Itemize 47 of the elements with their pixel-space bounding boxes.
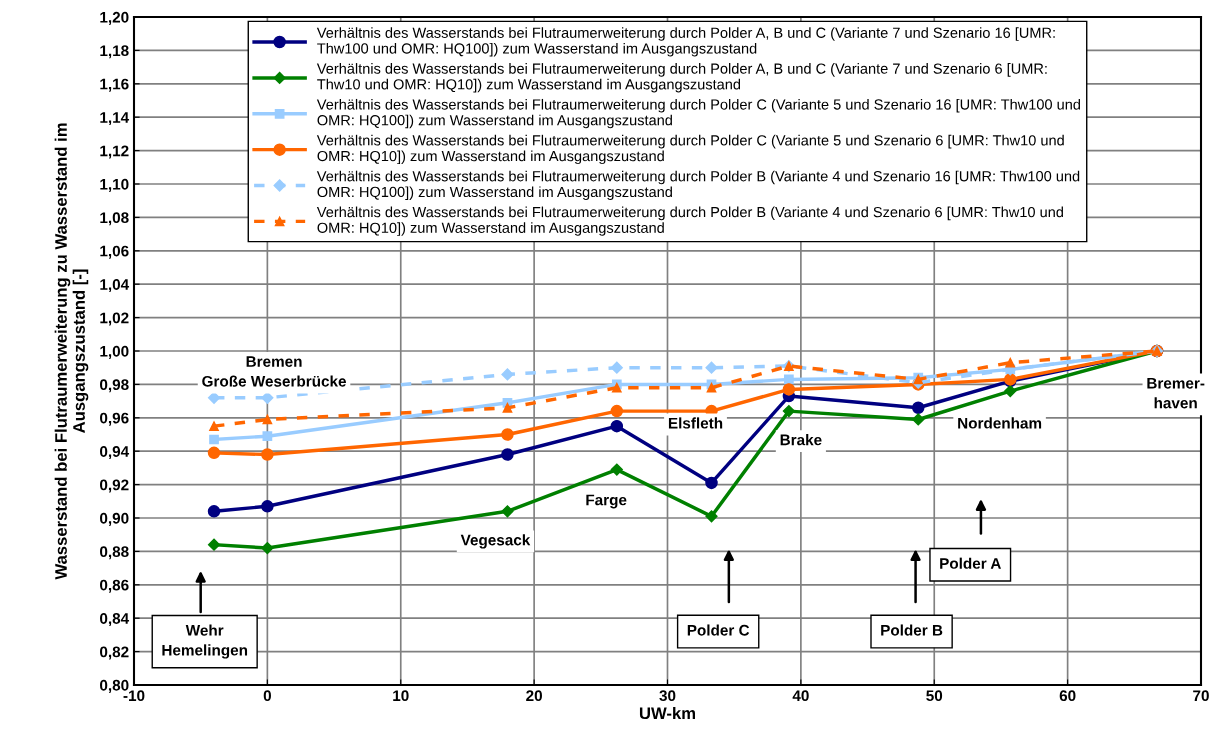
x-tick-label: 20 xyxy=(526,690,542,702)
annotation: Polder C xyxy=(687,624,750,636)
annotation: Wehr Hemelingen xyxy=(162,624,248,659)
y-tick-label: 1,16 xyxy=(100,78,129,92)
legend-label: Verhältnis des Wasserstands bei Flutraumerweiterung durch Polder A, B und C (Variante 7 und Szenario 16 [UMR: Thw100 und OMR: HQ100]) zum Wasserstand im Ausgangszustand xyxy=(316,27,1055,57)
y-tick-label: 1,02 xyxy=(100,312,129,326)
y-tick-label: 0,88 xyxy=(100,546,129,560)
y-tick-label: 1,04 xyxy=(100,279,130,293)
legend-label: Verhältnis des Wasserstands bei Flutraumerweiterung durch Polder B (Variante 4 und Szenario 16 [UMR: Thw100 und OMR: HQ100]) zum Wasserstand im Ausgangszustand xyxy=(316,170,1080,200)
x-tick-label: 30 xyxy=(659,690,676,702)
annotation: Polder A xyxy=(940,557,1001,569)
y-tick-label: 1,10 xyxy=(100,178,129,192)
annotation: Vegesack xyxy=(460,534,531,549)
x-tick-label: 60 xyxy=(1059,690,1076,702)
x-tick-label: 70 xyxy=(1193,690,1209,702)
x-tick-label: 50 xyxy=(926,690,943,702)
annotation: Bremen Große Weserbrücke xyxy=(202,356,346,387)
y-axis-title: Wasserstand bei Flutraumerweiterung zu Wasserstand im Ausgangszustand [-] xyxy=(54,123,89,580)
annotation: Bremer- haven xyxy=(1147,377,1205,409)
x-tick-label: 40 xyxy=(792,690,809,702)
y-tick-label: 1,20 xyxy=(100,11,129,25)
x-tick-label: 0 xyxy=(263,690,271,702)
x-axis-title: UW-km xyxy=(639,706,695,720)
y-tick-label: 1,06 xyxy=(100,245,129,259)
y-tick-label: 0,94 xyxy=(100,446,130,460)
y-tick-label: 1,08 xyxy=(100,212,129,226)
annotation: Farge xyxy=(586,494,627,509)
legend-label: Verhältnis des Wasserstands bei Flutraumerweiterung durch Polder B (Variante 4 und Szenario 6 [UMR: Thw10 und OMR: HQ10]) zum Wasserstand im Ausgangszustand xyxy=(316,206,1063,236)
legend-label: Verhältnis des Wasserstands bei Flutraumerweiterung durch Polder C (Variante 5 und Szenario 6 [UMR: Thw10 und OMR: HQ10]) zum Wasserstand im Ausgangszustand xyxy=(316,134,1064,165)
legend-label: Verhältnis des Wasserstands bei Flutraumerweiterung durch Polder C (Variante 5 und Szenario 16 [UMR: Thw100 und OMR: HQ100]) zum Wasserstand im Ausgangszustand xyxy=(316,98,1081,129)
y-tick-label: 0,84 xyxy=(100,613,130,627)
y-tick-label: 0,86 xyxy=(100,579,129,593)
y-tick-label: 0,96 xyxy=(100,412,129,426)
y-tick-label: 1,12 xyxy=(100,145,129,159)
annotation: Elsfleth xyxy=(668,417,723,429)
y-tick-label: 0,90 xyxy=(100,512,129,526)
y-tick-label: 1,00 xyxy=(100,345,129,359)
y-tick-label: 0,82 xyxy=(100,646,129,660)
annotation: Brake xyxy=(780,434,822,446)
y-tick-label: 1,18 xyxy=(100,45,129,59)
y-tick-label: 1,14 xyxy=(100,112,130,126)
annotation: Polder B xyxy=(881,624,943,636)
legend-label: Verhältnis des Wasserstands bei Flutraumerweiterung durch Polder A, B und C (Variante 7 und Szenario 6 [UMR: Thw10 und OMR: HQ10]) zum Wasserstand im Ausgangszustand xyxy=(316,63,1047,93)
y-tick-label: 0,92 xyxy=(100,479,129,493)
y-tick-label: 0,98 xyxy=(100,379,129,393)
annotation: Nordenham xyxy=(958,417,1042,429)
x-tick-label: 10 xyxy=(393,690,409,702)
